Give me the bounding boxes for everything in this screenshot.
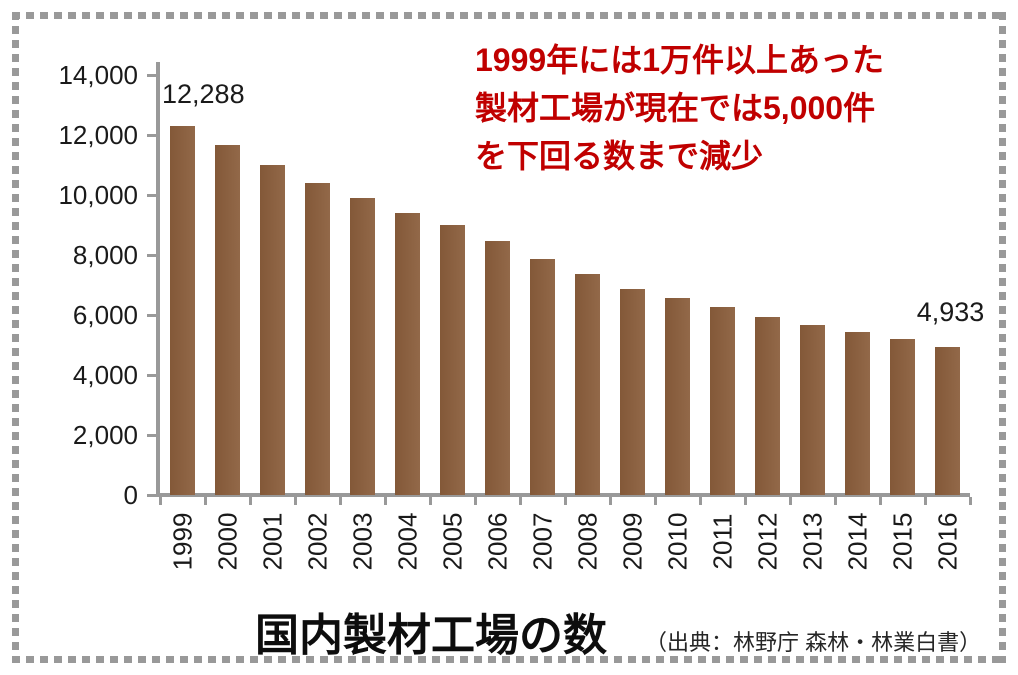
x-tick-label-2016: 2016 bbox=[932, 512, 962, 570]
bar-2011 bbox=[710, 307, 735, 495]
y-tick-mark bbox=[147, 134, 157, 137]
x-tick-label-2010: 2010 bbox=[662, 512, 692, 570]
bar-2009 bbox=[620, 289, 645, 495]
y-tick-label: 0 bbox=[123, 480, 138, 510]
bars bbox=[160, 75, 970, 495]
y-tick-mark bbox=[147, 194, 157, 197]
chart-footer: 国内製材工場の数 （出典：林野庁 森林・林業白書） bbox=[255, 599, 981, 663]
bar-2010 bbox=[665, 298, 690, 495]
x-tick-label-2008: 2008 bbox=[572, 512, 602, 570]
y-tick-label: 8,000 bbox=[72, 240, 138, 270]
x-tick-mark bbox=[744, 497, 747, 505]
source-note: （出典：林野庁 森林・林業白書） bbox=[645, 630, 982, 655]
x-tick-mark bbox=[159, 497, 162, 505]
y-tick-label: 6,000 bbox=[72, 300, 138, 330]
y-tick-mark bbox=[147, 254, 157, 257]
x-tick-label-2001: 2001 bbox=[257, 512, 287, 570]
data-label-last-bar: 4,933 bbox=[916, 297, 985, 327]
x-tick-mark bbox=[204, 497, 207, 505]
y-tick-label: 4,000 bbox=[72, 360, 138, 390]
x-tick-mark bbox=[924, 497, 927, 505]
bar-2005 bbox=[440, 225, 465, 495]
y-tick-label: 12,000 bbox=[58, 120, 138, 150]
bar-2006 bbox=[485, 241, 510, 495]
x-tick-label-2012: 2012 bbox=[752, 512, 782, 570]
x-tick-label-2009: 2009 bbox=[617, 512, 647, 570]
x-tick-mark bbox=[339, 497, 342, 505]
y-tick-label: 2,000 bbox=[72, 420, 138, 450]
y-tick-label: 10,000 bbox=[58, 180, 138, 210]
x-tick-mark bbox=[564, 497, 567, 505]
bar-2008 bbox=[575, 274, 600, 495]
x-tick-mark bbox=[699, 497, 702, 505]
y-tick-mark bbox=[147, 434, 157, 437]
bar-2002 bbox=[305, 183, 330, 495]
bar-2001 bbox=[260, 165, 285, 495]
x-tick-label-2002: 2002 bbox=[302, 512, 332, 570]
x-axis-labels: 1999 2000 2001 2002 2003 2004 2005 2006 2007 2008… bbox=[160, 502, 970, 580]
bar-2016 bbox=[935, 347, 960, 495]
x-tick-label-2004: 2004 bbox=[392, 512, 422, 570]
x-tick-mark bbox=[429, 497, 432, 505]
x-tick-mark bbox=[609, 497, 612, 505]
y-tick-mark bbox=[147, 74, 157, 77]
y-tick-mark bbox=[147, 374, 157, 377]
chart-title: 国内製材工場の数 bbox=[255, 611, 607, 660]
x-tick-label-2011: 2011 bbox=[707, 513, 738, 569]
x-axis bbox=[156, 493, 970, 497]
data-label-first-bar: 12,288 bbox=[162, 79, 245, 109]
x-tick-label-1999: 1999 bbox=[167, 512, 197, 570]
bar-2014 bbox=[845, 332, 870, 495]
x-tick-label-2013: 2013 bbox=[797, 512, 827, 570]
x-tick-mark bbox=[474, 497, 477, 505]
y-axis bbox=[156, 62, 160, 497]
bar-2013 bbox=[800, 325, 825, 495]
bar-1999 bbox=[170, 126, 195, 495]
bar-2004 bbox=[395, 213, 420, 495]
bar-2012 bbox=[755, 317, 780, 495]
x-tick-label-2005: 2005 bbox=[437, 512, 467, 570]
x-tick-mark bbox=[969, 497, 972, 505]
y-tick-mark bbox=[147, 494, 157, 497]
x-tick-mark bbox=[834, 497, 837, 505]
x-tick-label-2007: 2007 bbox=[527, 512, 557, 570]
bar-2003 bbox=[350, 198, 375, 495]
x-tick-mark bbox=[249, 497, 252, 505]
y-tick-mark bbox=[147, 314, 157, 317]
x-tick-mark bbox=[654, 497, 657, 505]
x-tick-mark bbox=[879, 497, 882, 505]
x-tick-label-2000: 2000 bbox=[212, 512, 242, 570]
y-tick-label: 14,000 bbox=[58, 60, 138, 90]
callout-text: 1999年には1万件以上あった 製材工場が現在では5,000件 を下回る数まで減… bbox=[475, 42, 884, 174]
x-tick-label-2015: 2015 bbox=[887, 512, 917, 570]
bar-2000 bbox=[215, 145, 240, 495]
bar-2007 bbox=[530, 259, 555, 495]
x-tick-mark bbox=[789, 497, 792, 505]
x-tick-label-2006: 2006 bbox=[482, 512, 512, 570]
x-tick-label-2014: 2014 bbox=[842, 512, 872, 570]
x-tick-label-2003: 2003 bbox=[347, 512, 377, 570]
x-tick-mark bbox=[519, 497, 522, 505]
bar-2015 bbox=[890, 339, 915, 495]
x-tick-mark bbox=[384, 497, 387, 505]
x-tick-mark bbox=[294, 497, 297, 505]
